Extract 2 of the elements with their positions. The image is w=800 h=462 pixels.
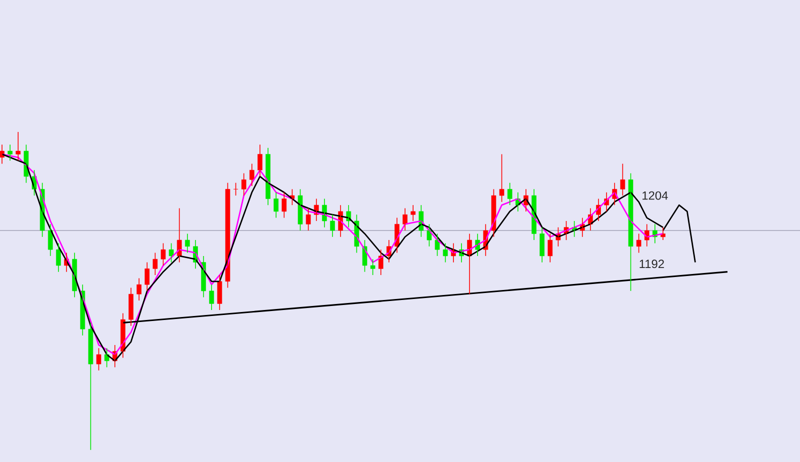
annotation: 1204 bbox=[642, 191, 668, 200]
annotation: 1192 bbox=[640, 260, 664, 268]
